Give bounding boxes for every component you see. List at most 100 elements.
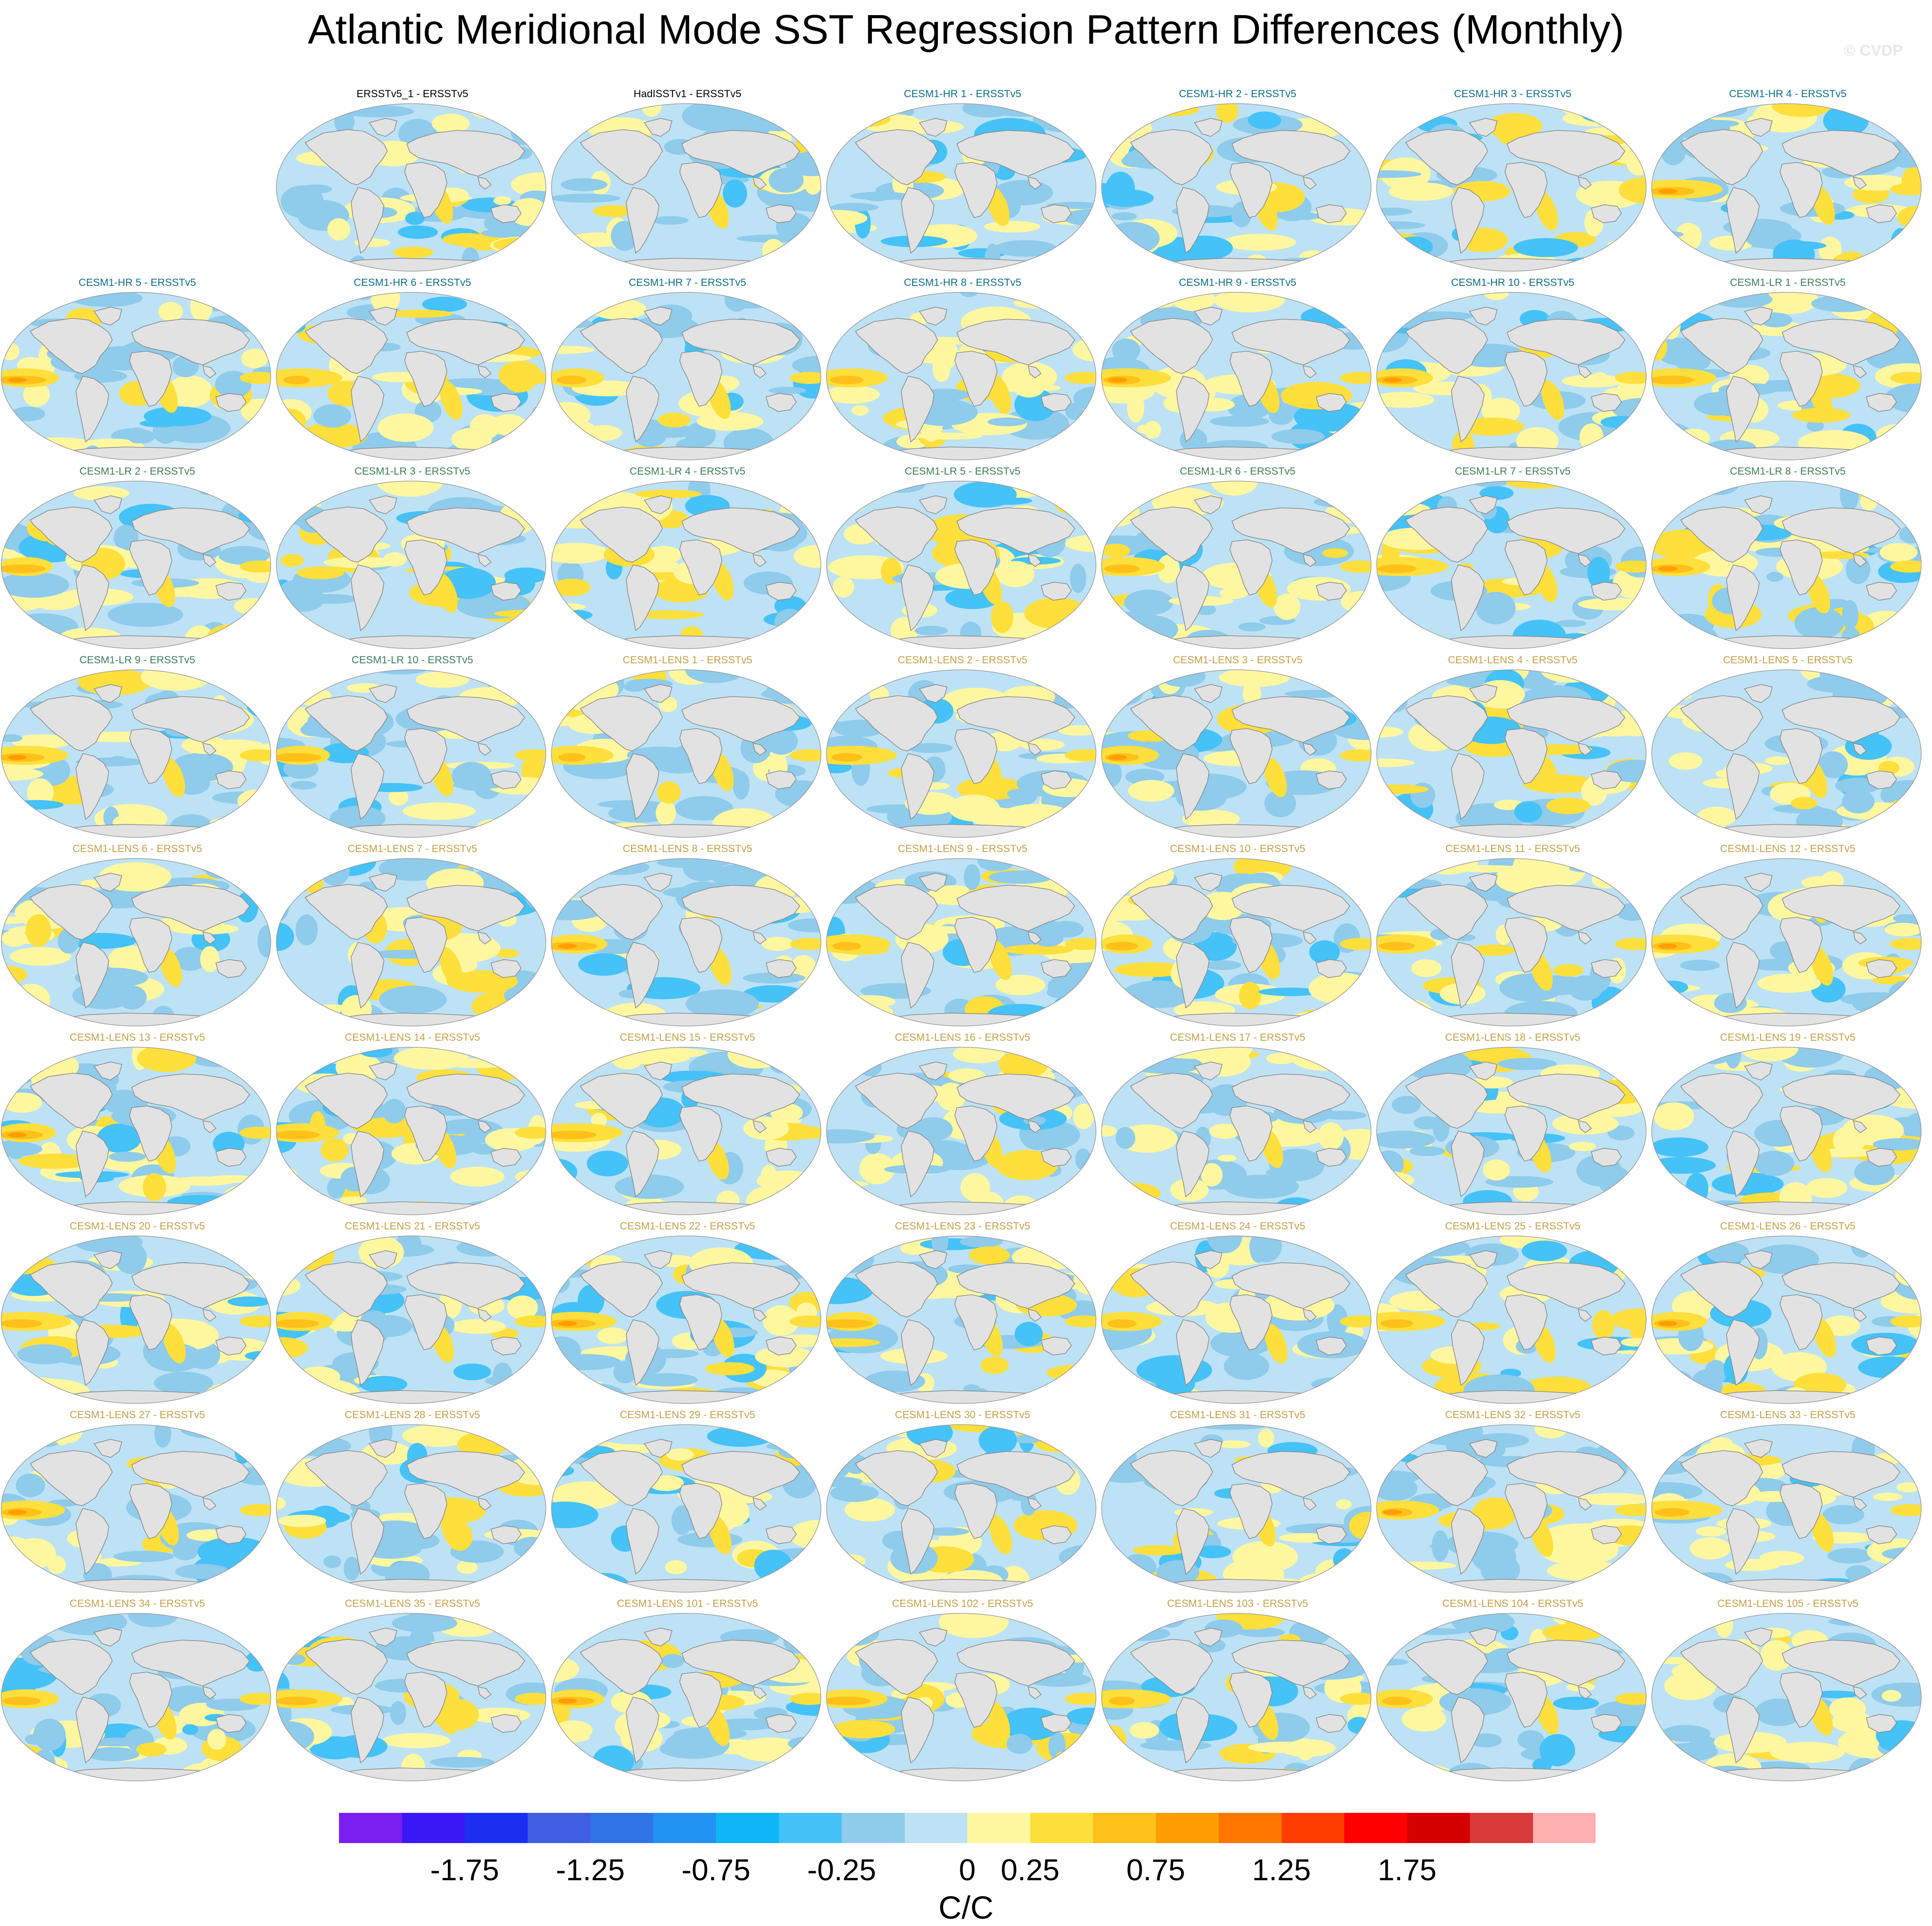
map-panel-title: CESM1-LENS 19 - ERSSTv5 — [1720, 1032, 1856, 1043]
world-map — [1376, 1613, 1647, 1781]
map-panel-title: CESM1-LENS 101 - ERSSTv5 — [617, 1598, 758, 1609]
map-panel-title: CESM1-LENS 1 - ERSSTv5 — [622, 654, 753, 666]
world-map — [551, 1047, 821, 1215]
map-panel: CESM1-HR 6 - ERSSTv5 — [275, 277, 550, 462]
colorbar-tick-label: -0.75 — [681, 1853, 751, 1887]
map-panel: CESM1-LR 9 - ERSSTv5 — [0, 654, 275, 840]
colorbar-swatch — [1407, 1813, 1470, 1843]
map-panel: CESM1-LENS 1 - ERSSTv5 — [550, 654, 825, 840]
world-map — [551, 858, 821, 1026]
map-panel-title: CESM1-LENS 30 - ERSSTv5 — [895, 1409, 1030, 1421]
world-map — [1376, 1235, 1647, 1404]
map-panel-title: CESM1-LENS 103 - ERSSTv5 — [1167, 1598, 1308, 1609]
page-title: Atlantic Meridional Mode SST Regression … — [307, 6, 1625, 53]
map-panel: CESM1-LENS 16 - ERSSTv5 — [825, 1032, 1100, 1217]
world-map — [826, 858, 1096, 1026]
colorbar-swatch — [904, 1813, 967, 1843]
map-panel-title: CESM1-LENS 18 - ERSSTv5 — [1445, 1032, 1580, 1043]
map-panel-title: CESM1-LR 2 - ERSSTv5 — [79, 466, 196, 477]
world-map — [1651, 1424, 1922, 1593]
colorbar-swatch — [1470, 1813, 1533, 1843]
world-map — [551, 1613, 821, 1781]
world-map — [551, 481, 821, 649]
world-map — [826, 1424, 1096, 1593]
colorbar-swatch — [653, 1813, 716, 1843]
world-map — [1, 858, 271, 1026]
world-map — [1101, 858, 1371, 1026]
world-map — [1, 669, 271, 838]
map-panel: HadISSTv1 - ERSSTv5 — [550, 88, 825, 274]
colorbar-swatch — [716, 1813, 779, 1843]
map-panel: CESM1-LR 10 - ERSSTv5 — [275, 654, 550, 840]
map-panel: CESM1-LENS 19 - ERSSTv5 — [1650, 1032, 1925, 1217]
colorbar-swatch — [1030, 1813, 1093, 1843]
world-map — [826, 1235, 1096, 1404]
map-panel-title: CESM1-LR 1 - ERSSTv5 — [1729, 277, 1846, 288]
colorbar-tick-label: 0.25 — [1001, 1853, 1060, 1887]
colorbar-swatch — [842, 1813, 905, 1843]
map-panel: CESM1-LR 7 - ERSSTv5 — [1375, 466, 1650, 651]
map-panel: CESM1-LENS 13 - ERSSTv5 — [0, 1032, 275, 1217]
map-panel-title: CESM1-LENS 21 - ERSSTv5 — [345, 1220, 480, 1232]
world-map — [826, 1047, 1096, 1215]
map-panel-title: CESM1-LENS 7 - ERSSTv5 — [347, 843, 478, 855]
map-panel: CESM1-LENS 18 - ERSSTv5 — [1375, 1032, 1650, 1217]
colorbar — [339, 1813, 1596, 1843]
world-map — [826, 292, 1096, 460]
colorbar-ticks: -1.75 -1.25 -0.75 -0.25 0 0.25 0.75 1.25 1.75 — [0, 1853, 1932, 1891]
world-map — [276, 858, 546, 1026]
colorbar-tick-label: -1.75 — [430, 1853, 499, 1887]
world-map — [1651, 1047, 1922, 1215]
map-panel-title: CESM1-HR 4 - ERSSTv5 — [1729, 88, 1847, 100]
map-panel: CESM1-LENS 104 - ERSSTv5 — [1375, 1598, 1650, 1783]
world-map — [1651, 481, 1922, 649]
map-panel-title: HadISSTv1 - ERSSTv5 — [633, 88, 741, 100]
world-map — [1376, 481, 1647, 649]
map-panel-title: CESM1-LENS 105 - ERSSTv5 — [1717, 1598, 1859, 1609]
map-panel-title: CESM1-LENS 17 - ERSSTv5 — [1170, 1032, 1305, 1043]
map-panel-title: CESM1-LR 3 - ERSSTv5 — [354, 466, 471, 477]
world-map — [276, 669, 546, 838]
map-panel: CESM1-HR 2 - ERSSTv5 — [1100, 88, 1375, 274]
watermark: © CVDP — [1844, 41, 1903, 59]
map-panel: CESM1-HR 5 - ERSSTv5 — [0, 277, 275, 462]
map-panel: CESM1-LR 4 - ERSSTv5 — [550, 466, 825, 651]
map-panel: CESM1-LENS 22 - ERSSTv5 — [550, 1220, 825, 1406]
colorbar-tick-label: -0.25 — [807, 1853, 876, 1887]
map-panel: CESM1-LENS 24 - ERSSTv5 — [1100, 1220, 1375, 1406]
colorbar-swatch — [465, 1813, 528, 1843]
map-panel: CESM1-LR 5 - ERSSTv5 — [825, 466, 1100, 651]
world-map — [1, 481, 271, 649]
map-panel-title: CESM1-LENS 104 - ERSSTv5 — [1442, 1598, 1584, 1609]
map-panel-title: CESM1-LR 10 - ERSSTv5 — [352, 654, 473, 666]
colorbar-swatch — [967, 1813, 1030, 1843]
map-panel-title: CESM1-LENS 34 - ERSSTv5 — [70, 1598, 205, 1609]
map-panel: CESM1-LENS 105 - ERSSTv5 — [1650, 1598, 1925, 1783]
world-map — [1, 1613, 271, 1781]
map-panel-title: CESM1-LENS 102 - ERSSTv5 — [892, 1598, 1033, 1609]
map-panel-title: CESM1-LENS 9 - ERSSTv5 — [897, 843, 1028, 855]
world-map — [1, 1235, 271, 1404]
map-panel: CESM1-LENS 101 - ERSSTv5 — [550, 1598, 825, 1783]
colorbar-tick-label: 0 — [959, 1853, 976, 1887]
map-panel-title: CESM1-LR 9 - ERSSTv5 — [79, 654, 196, 666]
map-panel-title: CESM1-LENS 13 - ERSSTv5 — [70, 1032, 205, 1043]
colorbar-swatch — [527, 1813, 590, 1843]
map-panel: CESM1-LR 8 - ERSSTv5 — [1650, 466, 1925, 651]
map-panel: CESM1-LENS 32 - ERSSTv5 — [1375, 1409, 1650, 1595]
map-panel-title: CESM1-HR 7 - ERSSTv5 — [628, 277, 747, 288]
map-panel-title: CESM1-LENS 25 - ERSSTv5 — [1445, 1220, 1580, 1232]
world-map — [1376, 292, 1647, 460]
map-panel-title: CESM1-LENS 31 - ERSSTv5 — [1170, 1409, 1305, 1421]
map-panel: CESM1-LR 2 - ERSSTv5 — [0, 466, 275, 651]
map-panel: CESM1-HR 7 - ERSSTv5 — [550, 277, 825, 462]
world-map — [1651, 858, 1922, 1026]
world-map — [826, 481, 1096, 649]
map-panel-title: CESM1-LENS 29 - ERSSTv5 — [620, 1409, 755, 1421]
map-panel-title: CESM1-LENS 33 - ERSSTv5 — [1720, 1409, 1856, 1421]
map-panel-title: CESM1-LENS 26 - ERSSTv5 — [1720, 1220, 1856, 1232]
map-panel: CESM1-LR 3 - ERSSTv5 — [275, 466, 550, 651]
colorbar-tick-label: -1.25 — [556, 1853, 625, 1887]
map-panel: CESM1-LENS 23 - ERSSTv5 — [825, 1220, 1100, 1406]
world-map — [1376, 1047, 1647, 1215]
